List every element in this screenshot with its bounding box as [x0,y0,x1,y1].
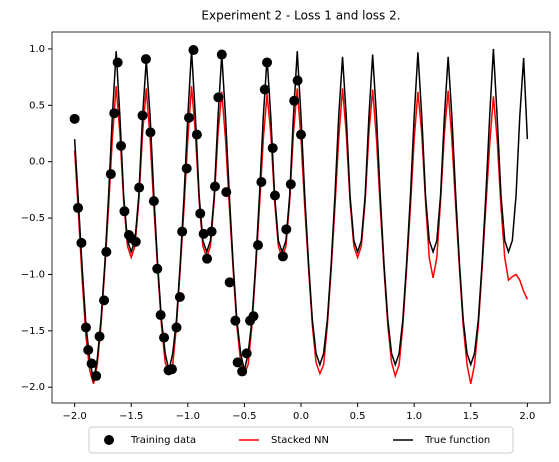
point [230,315,241,326]
x-tick-label: 0.0 [293,411,309,422]
line [73,48,529,382]
x-tick-label: −2.0 [62,411,86,422]
point [86,358,97,369]
point [188,45,199,56]
y-tick-label: 0.5 [29,100,45,111]
point [206,226,217,237]
x-tick-label: 0.5 [350,411,366,422]
x-tick-label: 1.5 [463,411,479,422]
point [241,348,252,359]
point [83,345,94,355]
point [148,196,159,207]
point [159,332,170,343]
point [145,127,156,138]
point [267,143,278,154]
point [269,190,280,201]
point [224,277,235,288]
point [105,169,116,180]
point [137,110,148,121]
point [140,54,151,65]
point [216,49,227,60]
point [221,187,232,198]
y-tick-label: 1.0 [29,44,45,55]
legend-label: Stacked NN [271,435,329,446]
point [166,364,177,375]
point [198,228,209,239]
point [292,75,303,86]
point [80,322,91,333]
y-tick-label: −0.5 [21,213,45,224]
legend-label: Training data [130,435,196,446]
point [119,206,130,217]
point [202,253,213,264]
point [191,129,202,140]
point [101,246,112,257]
point [116,140,127,151]
point [183,112,194,123]
point [262,57,273,68]
y-tick-label: −2.0 [21,382,45,393]
point [177,226,188,237]
point [248,311,259,322]
y-tick-label: −1.5 [21,326,45,337]
point [109,108,120,119]
point [91,370,102,381]
point [174,292,185,302]
point [213,92,224,103]
x-tick-label: −1.5 [119,411,143,422]
point [94,331,105,342]
point [76,237,87,248]
point [73,202,84,213]
point [130,236,141,247]
point [99,295,110,306]
point [155,310,166,321]
x-tick-label: −0.5 [232,411,256,422]
point [232,357,243,368]
legend-label: True function [424,435,490,446]
point [171,322,182,333]
point [152,263,163,274]
legend-marker [104,435,114,445]
point [69,113,80,124]
point [252,240,263,251]
x-tick-label: 2.0 [519,411,535,422]
legend-box [88,426,514,454]
point [237,366,248,377]
point [209,181,220,192]
y-tick-label: 0.0 [29,157,45,168]
point [281,224,292,235]
point [289,95,300,106]
point [181,163,192,174]
y-tick-label: −1.0 [21,269,45,280]
point [195,208,206,219]
point [256,176,267,187]
x-tick-label: 1.0 [406,411,422,422]
chart-title: Experiment 2 - Loss 1 and loss 2. [201,9,400,23]
point [259,84,270,95]
point [296,129,306,140]
point [134,182,145,193]
x-tick-label: −1.0 [176,411,200,422]
point [112,57,123,68]
point [285,179,296,190]
point [277,251,288,262]
plot-frame [51,31,551,404]
